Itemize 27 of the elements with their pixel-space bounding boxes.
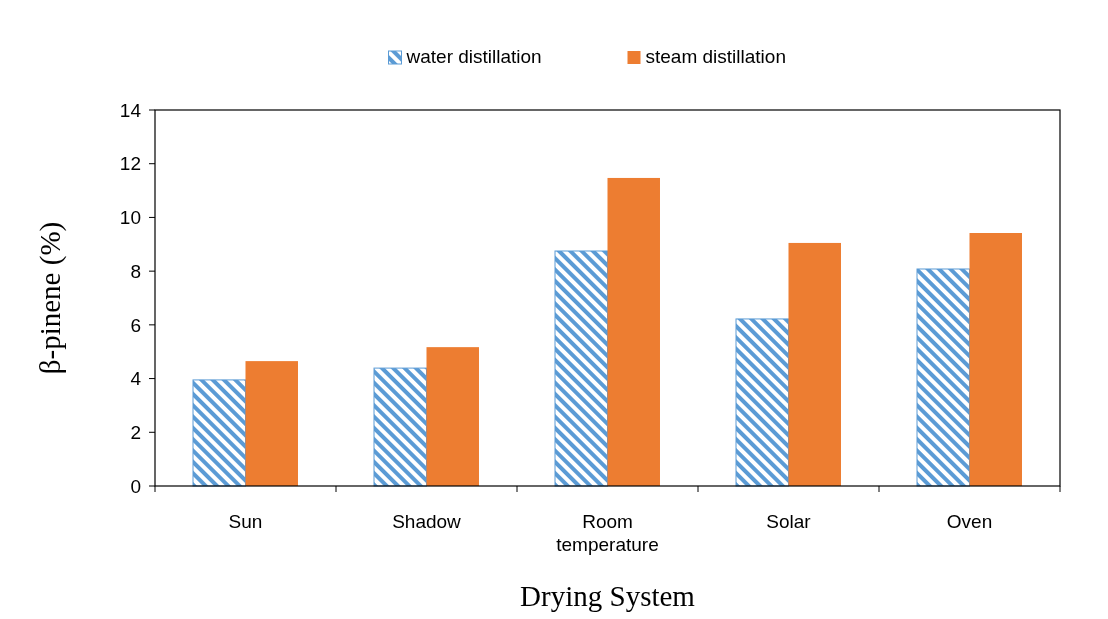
legend-label: water distillation [405,46,542,67]
y-tick-label: 6 [130,314,141,336]
x-tick-label: Sun [228,511,263,532]
x-axis-title: Drying System [520,580,696,612]
y-tick-label: 10 [119,207,141,229]
y-tick-label: 0 [130,475,141,497]
bar [373,367,427,487]
bar [969,233,1022,486]
bar [245,361,298,486]
x-tick-label: Shadow [392,511,462,532]
y-axis-title: β-pinene (%) [34,221,67,375]
bar [735,318,789,487]
bar [426,347,479,486]
bar [788,242,841,486]
bar [607,177,660,486]
bar [916,268,970,487]
legend-label: steam distillation [645,46,786,67]
y-tick-label: 8 [130,260,141,282]
y-tick-label: 4 [130,368,142,390]
x-tick-label: Solar [766,511,812,532]
bar [192,379,246,487]
y-tick-label: 2 [130,421,141,443]
x-tick-label: Room temperature [556,511,659,555]
bar [554,250,608,487]
y-tick-label: 14 [119,99,142,121]
y-tick-label: 12 [119,153,141,175]
x-tick-label: Oven [946,511,993,532]
